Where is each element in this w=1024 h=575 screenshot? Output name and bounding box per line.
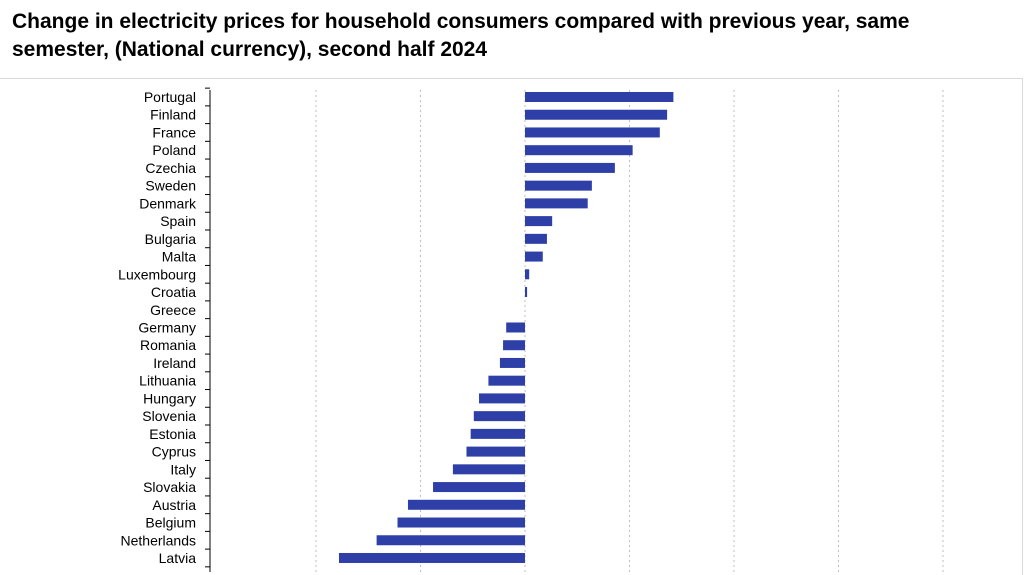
category-label: Germany xyxy=(138,319,196,335)
category-label: Netherlands xyxy=(121,532,197,548)
bar xyxy=(525,162,615,173)
bar xyxy=(525,180,592,191)
category-label: Poland xyxy=(152,142,196,158)
bar xyxy=(506,322,525,333)
category-label: Hungary xyxy=(143,390,196,406)
category-label: Denmark xyxy=(139,195,197,211)
category-label: Lithuania xyxy=(139,373,196,389)
category-label: Bulgaria xyxy=(145,231,197,247)
category-label: Greece xyxy=(150,302,196,318)
bar xyxy=(397,517,525,528)
category-label: Croatia xyxy=(151,284,196,300)
category-axis xyxy=(205,87,211,572)
category-label: Czechia xyxy=(145,160,196,176)
plot-frame xyxy=(0,78,1023,575)
bar xyxy=(473,411,525,422)
category-label: Belgium xyxy=(145,515,196,531)
chart-title: Change in electricity prices for househo… xyxy=(12,10,910,61)
bar xyxy=(433,482,525,493)
bar xyxy=(525,251,543,262)
category-label: Austria xyxy=(152,497,196,513)
category-label: Ireland xyxy=(153,355,196,371)
bar xyxy=(479,393,525,404)
category-label: Cyprus xyxy=(152,444,196,460)
bar xyxy=(338,552,525,563)
bar xyxy=(525,269,530,280)
bar xyxy=(525,92,674,102)
bar xyxy=(376,535,525,546)
bar xyxy=(525,233,547,244)
category-label: Estonia xyxy=(149,426,196,442)
category-label: Slovenia xyxy=(142,408,196,424)
bar xyxy=(525,287,528,298)
category-label: Malta xyxy=(162,249,196,265)
bar xyxy=(499,357,525,368)
category-label: Romania xyxy=(140,337,196,353)
bar xyxy=(407,499,525,510)
bar xyxy=(525,127,660,138)
category-label: Portugal xyxy=(144,89,196,105)
bar xyxy=(470,428,525,439)
category-label: Sweden xyxy=(145,178,196,194)
bar xyxy=(488,375,525,386)
gridlines xyxy=(315,90,944,572)
bar xyxy=(525,198,588,209)
category-label: Latvia xyxy=(159,550,197,566)
category-label: Slovakia xyxy=(143,479,196,495)
bar xyxy=(503,340,525,351)
bar xyxy=(525,145,633,156)
category-label: Luxembourg xyxy=(118,266,196,282)
category-label: Spain xyxy=(160,213,196,229)
bar xyxy=(452,464,525,475)
category-label: Finland xyxy=(150,107,196,123)
bar xyxy=(525,216,553,227)
category-label: France xyxy=(152,124,196,140)
bar xyxy=(525,109,668,120)
bar xyxy=(466,446,525,457)
bars xyxy=(338,92,674,563)
category-label: Italy xyxy=(170,461,196,477)
